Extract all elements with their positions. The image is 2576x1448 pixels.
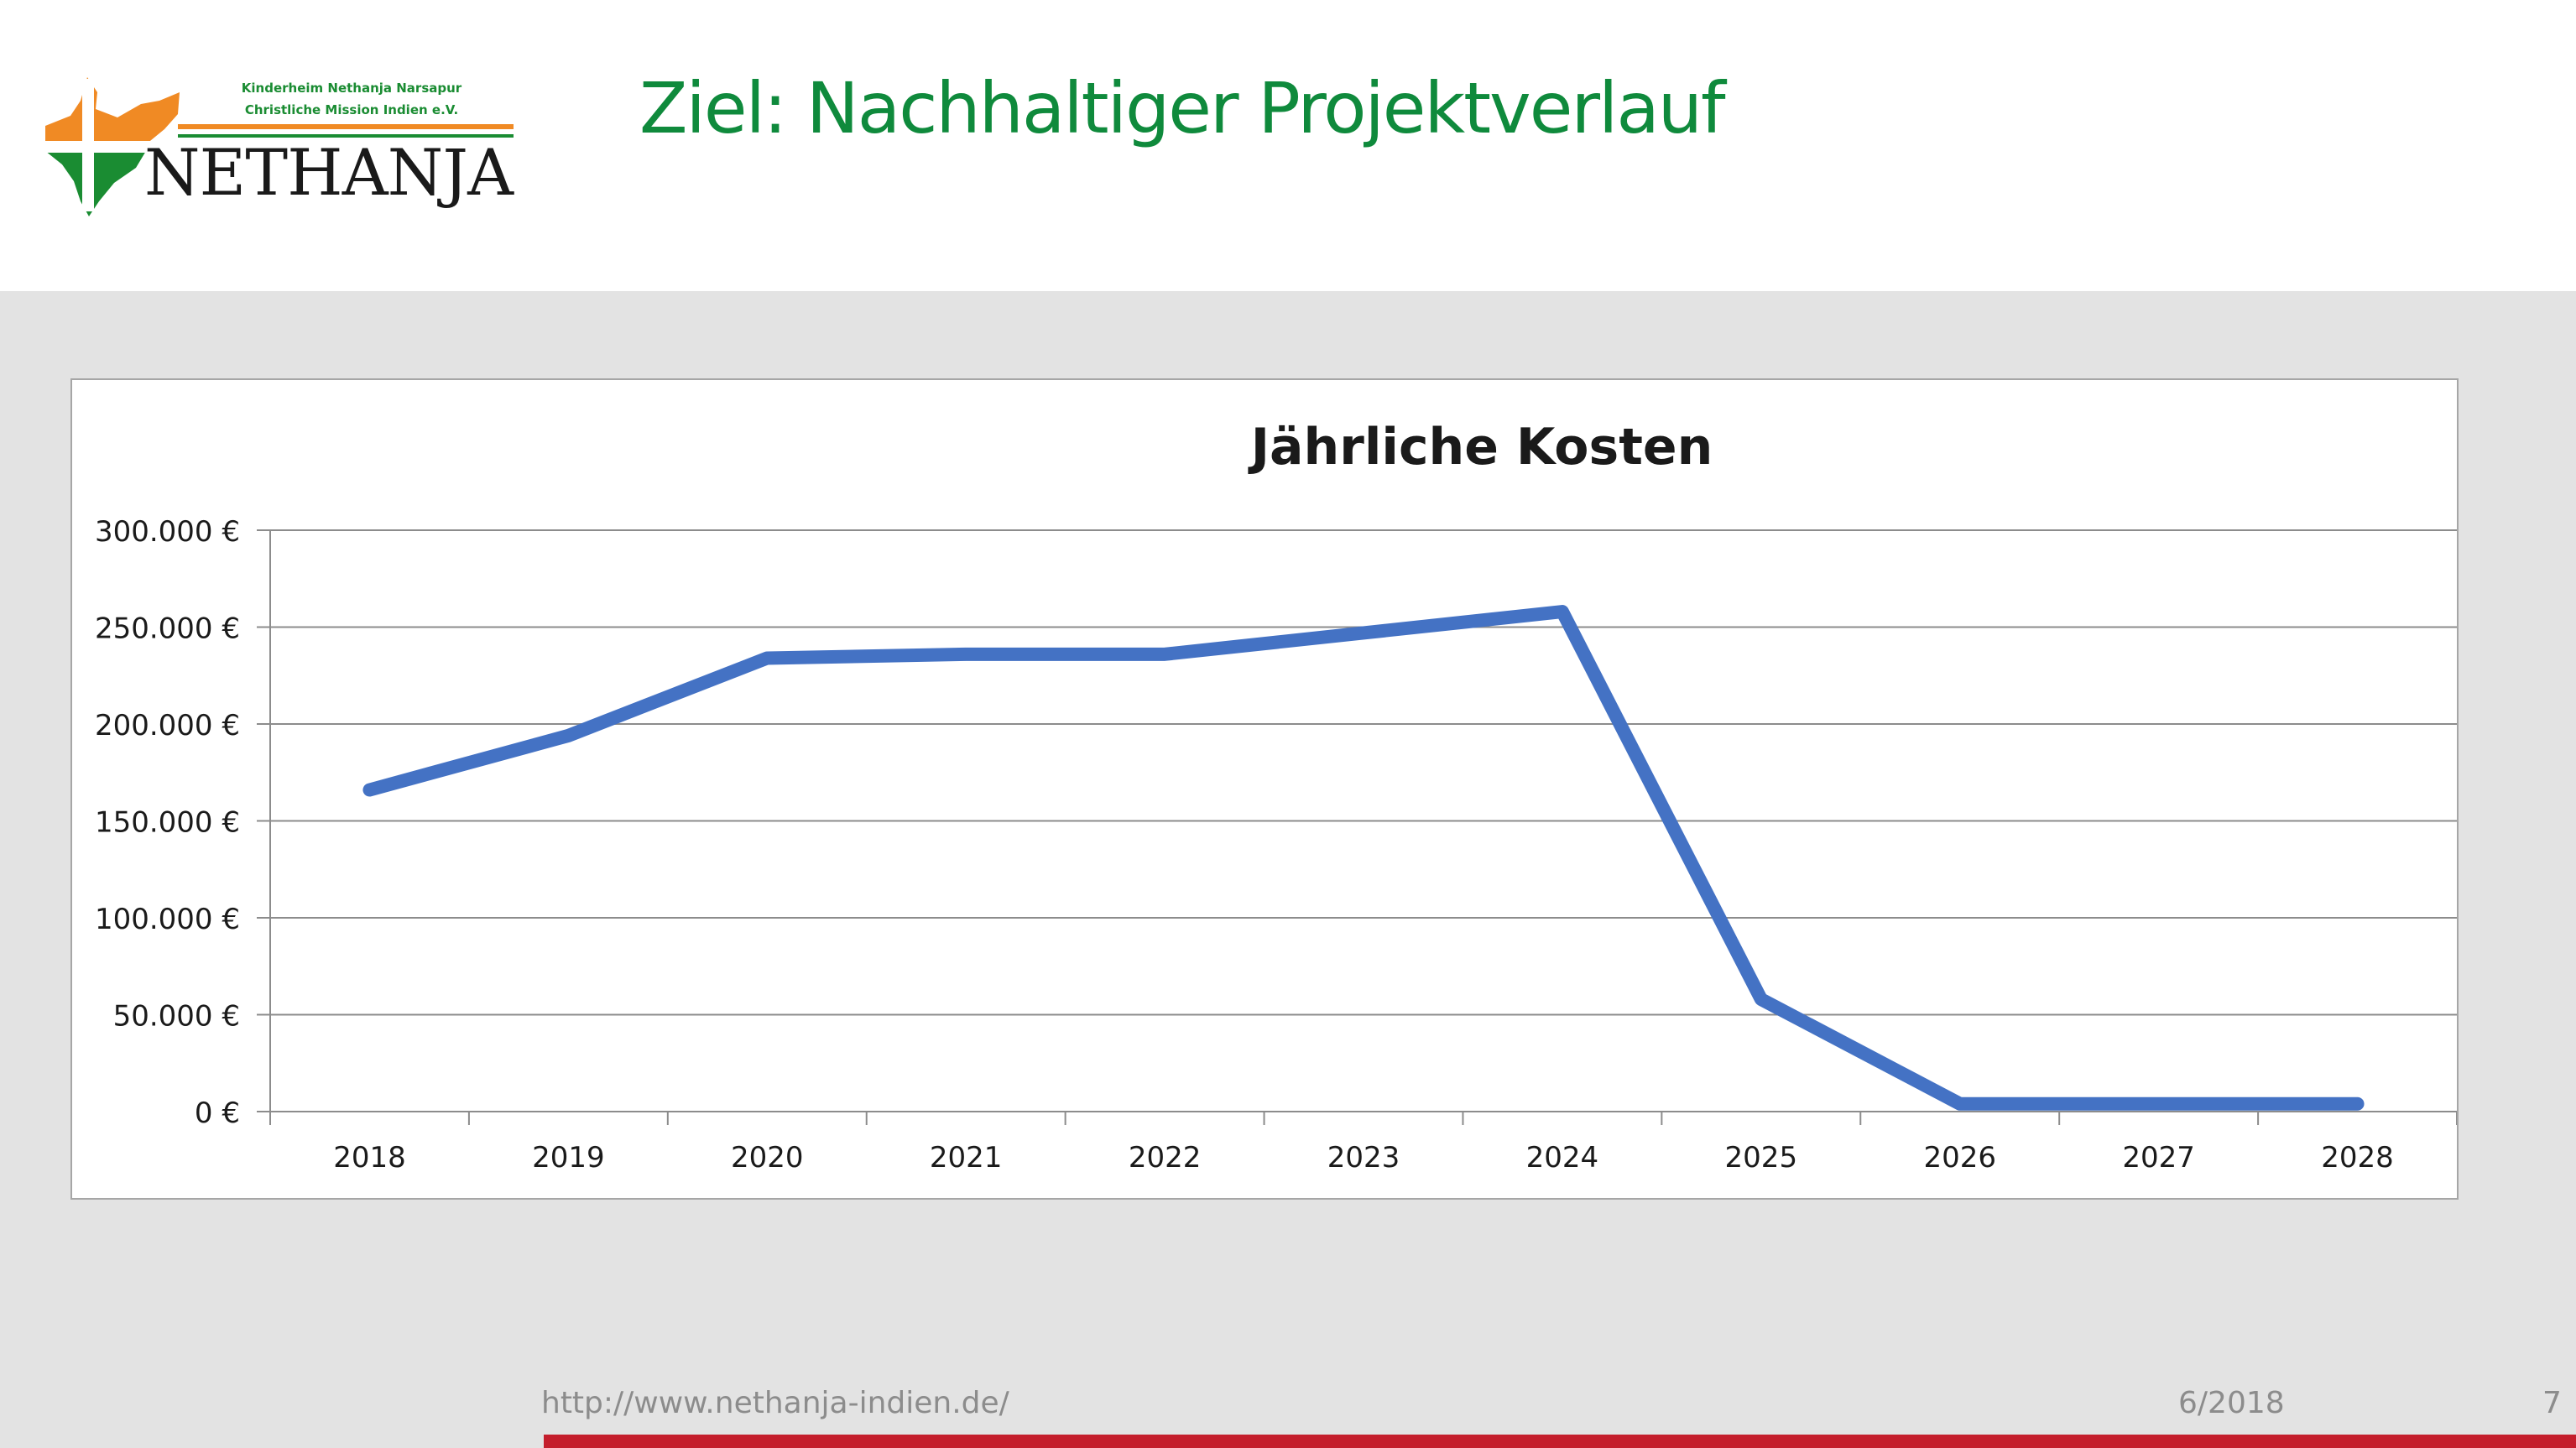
x-tick-label: 2026 (1923, 1141, 1996, 1175)
x-tick-label: 2024 (1526, 1141, 1599, 1175)
x-tick-label: 2021 (930, 1141, 1003, 1175)
india-map-green (45, 151, 146, 216)
y-tick-label: 200.000 € (95, 709, 240, 742)
chart-container: Jährliche Kosten 0 € 50.000 € 100.000 € 150… (70, 378, 2459, 1200)
india-map-orange (45, 77, 180, 144)
x-tick-label: 2020 (731, 1141, 804, 1175)
y-tick-label: 50.000 € (113, 1000, 240, 1034)
series-line (362, 605, 2365, 1111)
nethanja-logo: Kinderheim Nethanja Narsapur Christliche… (37, 67, 524, 218)
x-tick-label: 2028 (2321, 1141, 2394, 1175)
logo-line2: Christliche Mission Indien e.V. (245, 102, 458, 117)
x-tick-label: 2027 (2122, 1141, 2195, 1175)
logo-line1: Kinderheim Nethanja Narsapur (242, 81, 462, 96)
chart-title: Jährliche Kosten (1248, 418, 1713, 477)
footer-date: 6/2018 (2178, 1386, 2285, 1420)
x-tick-label: 2025 (1725, 1141, 1798, 1175)
slide-header: Kinderheim Nethanja Narsapur Christliche… (0, 0, 2576, 291)
slide-title: Ziel: Nachhaltiger Projektverlauf (639, 67, 1726, 149)
line-chart: Jährliche Kosten 0 € 50.000 € 100.000 € 150… (95, 418, 2457, 1175)
x-tick-label: 2019 (532, 1141, 605, 1175)
y-tick-label: 250.000 € (95, 612, 240, 646)
y-tick-label: 300.000 € (95, 515, 240, 549)
x-tick-label: 2018 (333, 1141, 406, 1175)
logo-name: NETHANJA (144, 135, 514, 210)
cross-horizontal (45, 141, 180, 153)
y-tick-label: 100.000 € (95, 903, 240, 936)
x-tick-label: 2023 (1327, 1141, 1400, 1175)
footer-bar (544, 1435, 2576, 1448)
footer-url[interactable]: http://www.nethanja-indien.de/ (541, 1386, 1009, 1420)
page-number: 7 (2542, 1386, 2562, 1420)
y-tick-label: 150.000 € (95, 806, 240, 840)
x-tick-label: 2022 (1129, 1141, 1202, 1175)
y-tick-label: 0 € (195, 1096, 240, 1130)
